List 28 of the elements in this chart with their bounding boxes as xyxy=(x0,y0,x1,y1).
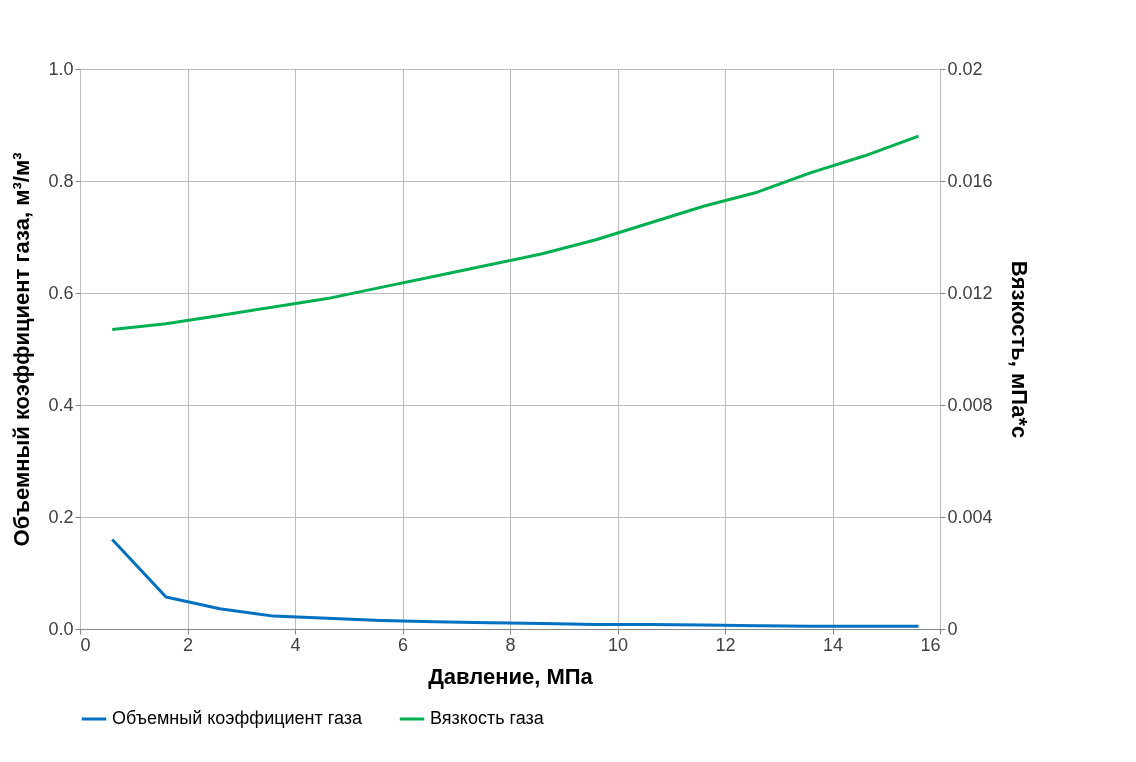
x-tick-label: 12 xyxy=(715,634,736,655)
y-tick-label: 0.8 xyxy=(48,170,74,191)
line-series xyxy=(110,537,920,628)
x-tick-label: 14 xyxy=(822,634,844,655)
x-tick-label: 16 xyxy=(920,634,941,655)
y-tick-label: 1.0 xyxy=(48,58,74,79)
y-tick-label: 0.0 xyxy=(48,618,74,639)
x-tick-label: 0 xyxy=(80,634,91,655)
y-tick-label: 0.4 xyxy=(48,394,74,415)
y-axis-title: Объемный коэффициент газа, м³/м³ xyxy=(9,152,35,547)
y2-tick-label: 0.008 xyxy=(947,394,993,415)
y2-tick-label: 0.012 xyxy=(947,282,993,303)
x-tick-label: 8 xyxy=(505,634,516,655)
y2-tick-label: 0.02 xyxy=(947,58,983,79)
y2-tick-label: 0 xyxy=(947,618,958,639)
line-series xyxy=(110,134,920,331)
y-tick-label: 0.6 xyxy=(48,282,74,303)
x-tick-label: 10 xyxy=(607,634,629,655)
y2-tick-label: 0.016 xyxy=(947,170,993,191)
x-tick-label: 4 xyxy=(290,634,301,655)
legend-label: Вязкость газа xyxy=(430,708,545,728)
x-tick-label: 6 xyxy=(397,634,409,655)
y-tick-label: 0.2 xyxy=(48,506,74,527)
x-axis-title: Давление, МПа xyxy=(428,663,594,689)
legend-label: Объемный коэффициент газа xyxy=(112,708,364,728)
x-tick-label: 2 xyxy=(182,634,194,655)
y2-tick-label: 0.004 xyxy=(947,506,993,527)
y2-axis-title: Вязкость, мПа*с xyxy=(1006,260,1032,439)
